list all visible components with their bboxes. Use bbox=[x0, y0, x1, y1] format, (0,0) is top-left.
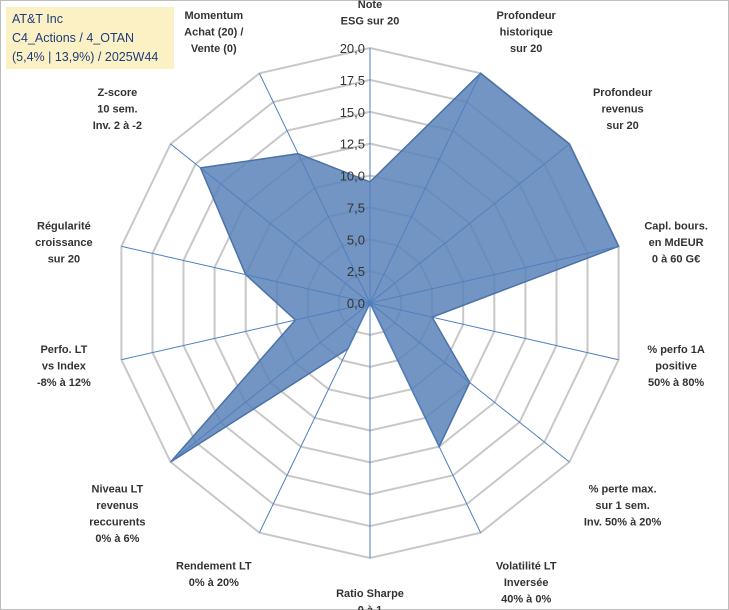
axis-label: Volatilité LT Inversée 40% à 0% bbox=[496, 561, 557, 606]
axis-label-line: Inv. 50% à 20% bbox=[584, 517, 662, 529]
series-area bbox=[170, 72, 620, 463]
axis-spoke bbox=[369, 143, 570, 304]
tick-label: 20,0 bbox=[340, 41, 365, 56]
axis-label-line: 0 à 1 bbox=[358, 605, 382, 610]
axis-label-line: positive bbox=[655, 360, 697, 372]
axis-label: Rendement LT 0% à 20% bbox=[176, 561, 252, 590]
axis-label: Régularité croissance sur 20 bbox=[35, 221, 92, 266]
axis-label-line: -8% à 12% bbox=[37, 377, 91, 389]
axis-label-line: Ratio Sharpe bbox=[336, 588, 404, 600]
tick-label: 7,5 bbox=[347, 200, 365, 215]
axis-spoke bbox=[369, 302, 482, 533]
axis-label: % perte max. sur 1 sem. Inv. 50% à 20% bbox=[584, 484, 662, 529]
axis-label-line: 0% à 20% bbox=[189, 577, 239, 589]
category-label: C4_Actions / 4_OTAN bbox=[12, 31, 135, 45]
axis-label-line: Régularité bbox=[37, 221, 91, 233]
axis-spoke bbox=[369, 302, 570, 463]
axis-label-line: Inv. 2 à -2 bbox=[93, 120, 142, 132]
axis-label-line: % perfo 1A bbox=[647, 344, 705, 356]
axis-label-line: sur 20 bbox=[606, 120, 638, 132]
company-name: AT&T Inc bbox=[12, 12, 63, 26]
axis-label: Profondeur historique sur 20 bbox=[497, 10, 557, 55]
axis-label-line: historique bbox=[500, 26, 553, 38]
axis-label: Niveau LT revenus reccurents 0% à 6% bbox=[89, 484, 145, 546]
info-box: AT&T Inc C4_Actions / 4_OTAN (5,4% | 13,… bbox=[6, 7, 174, 69]
axis-label-line: Achat (20) / bbox=[184, 26, 243, 38]
axis-label-line: Perfo. LT bbox=[40, 344, 87, 356]
axis-label-line: en MdEUR bbox=[649, 237, 704, 249]
axis-label-line: ESG sur 20 bbox=[341, 16, 400, 28]
tick-label: 10,0 bbox=[340, 169, 365, 184]
axis-label-line: 0% à 6% bbox=[95, 533, 139, 545]
axis-spoke bbox=[258, 302, 371, 533]
axis-label-line: vs Index bbox=[42, 360, 87, 372]
axis-label-line: 40% à 0% bbox=[501, 594, 551, 606]
tick-label: 12,5 bbox=[340, 137, 365, 152]
axis-label-line: Vente (0) bbox=[191, 43, 237, 55]
axis-spoke bbox=[369, 302, 619, 361]
axis-spoke bbox=[170, 143, 371, 304]
axis-label: Capl. bours. en MdEUR 0 à 60 G€ bbox=[644, 221, 708, 266]
axis-spoke bbox=[121, 245, 371, 304]
axis-label-line: Profondeur bbox=[497, 10, 557, 22]
axis-spoke bbox=[121, 302, 371, 361]
tick-label: 0,0 bbox=[347, 296, 365, 311]
axis-label: Ratio Sharpe 0 à 1 bbox=[336, 588, 404, 610]
axis-label-line: revenus bbox=[601, 103, 643, 115]
axis-label-line: 50% à 80% bbox=[648, 377, 704, 389]
axis-label-line: Niveau LT bbox=[92, 484, 144, 496]
axis-label: Z-score 10 sem. Inv. 2 à -2 bbox=[93, 87, 142, 132]
axis-label-line: sur 1 sem. bbox=[595, 500, 649, 512]
axis-label-line: revenus bbox=[96, 500, 138, 512]
axis-label-line: sur 20 bbox=[48, 254, 80, 266]
axis-label-line: % perte max. bbox=[589, 484, 657, 496]
tick-label: 17,5 bbox=[340, 73, 365, 88]
axis-label-line: 10 sem. bbox=[97, 103, 137, 115]
axis-label-line: Capl. bours. bbox=[644, 221, 708, 233]
stats-label: (5,4% | 13,9%) / 2025W44 bbox=[12, 50, 159, 64]
tick-layer: 0,0 2,5 5,0 7,5 10,0 12,5 15,0 17,5 20,0 bbox=[340, 41, 365, 311]
tick-label: 5,0 bbox=[347, 232, 365, 247]
axis-spoke bbox=[258, 73, 371, 304]
axis-spoke bbox=[369, 245, 619, 304]
axis-label-line: Inversée bbox=[504, 577, 549, 589]
label-layer: Note ESG sur 20 Profondeur historique sur 20… bbox=[35, 0, 708, 610]
axis-label-line: croissance bbox=[35, 237, 92, 249]
axis-label-line: 0 à 60 G€ bbox=[652, 254, 700, 266]
axis-label: % perfo 1A positive 50% à 80% bbox=[647, 344, 705, 389]
axis-label-line: Momentum bbox=[184, 10, 243, 22]
axis-spoke bbox=[170, 302, 371, 463]
axis-label-line: Rendement LT bbox=[176, 561, 252, 573]
tick-label: 15,0 bbox=[340, 105, 365, 120]
axis-spoke bbox=[369, 73, 482, 304]
series-layer bbox=[170, 72, 620, 463]
axis-label: Perfo. LT vs Index -8% à 12% bbox=[37, 344, 91, 389]
axis-label-line: Note bbox=[358, 0, 382, 11]
axis-label-line: sur 20 bbox=[510, 43, 542, 55]
axis-label-line: Z-score bbox=[98, 87, 138, 99]
axis-label-line: Volatilité LT bbox=[496, 561, 557, 573]
tick-label: 2,5 bbox=[347, 264, 365, 279]
axis-label: Profondeur revenus sur 20 bbox=[593, 87, 653, 132]
axis-label-line: Profondeur bbox=[593, 87, 653, 99]
axis-label: Momentum Achat (20) / Vente (0) bbox=[184, 10, 243, 55]
axis-label-line: reccurents bbox=[89, 517, 145, 529]
spoke-layer bbox=[121, 48, 619, 558]
axis-label: Note ESG sur 20 bbox=[341, 0, 400, 28]
